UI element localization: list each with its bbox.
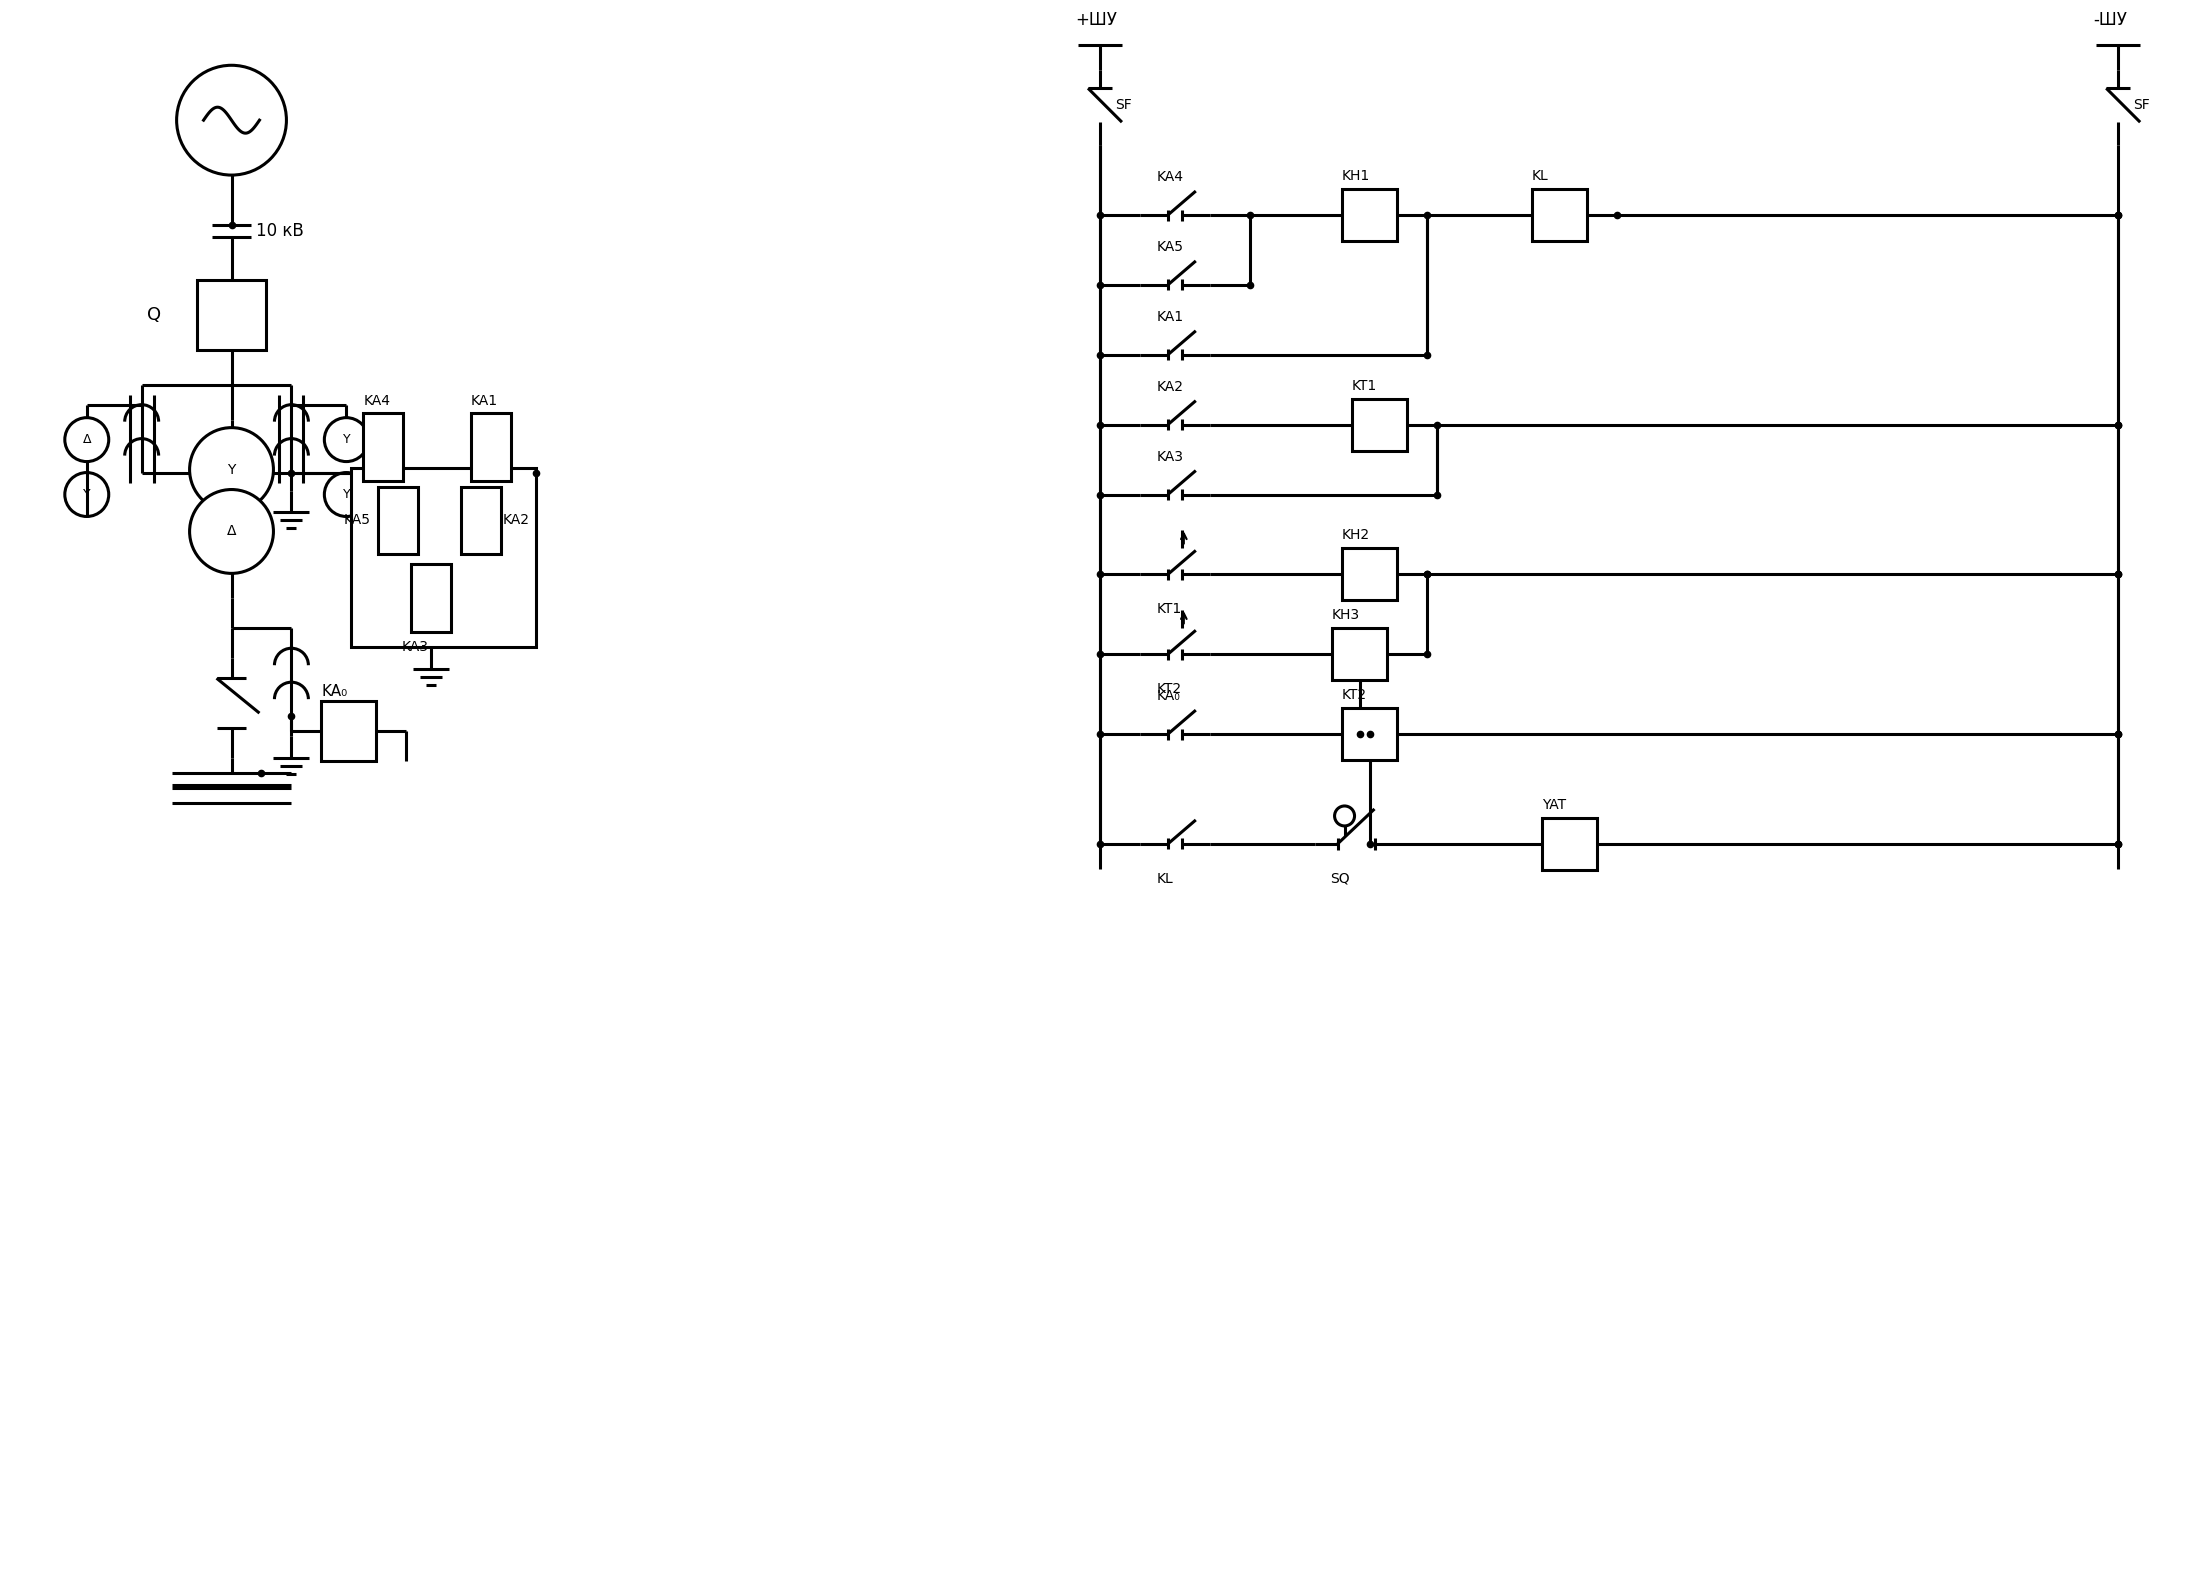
Bar bbox=[378, 486, 418, 554]
Circle shape bbox=[324, 418, 367, 461]
Text: Δ: Δ bbox=[227, 524, 236, 538]
Bar bbox=[472, 412, 512, 480]
Bar bbox=[321, 701, 376, 761]
Text: KA₀: KA₀ bbox=[1156, 688, 1180, 703]
Text: 10 кВ: 10 кВ bbox=[256, 223, 304, 240]
Bar bbox=[1541, 818, 1596, 870]
Bar bbox=[197, 279, 267, 351]
Text: KT2: KT2 bbox=[1156, 682, 1183, 696]
Text: Y: Y bbox=[83, 488, 90, 501]
Text: Δ: Δ bbox=[83, 433, 92, 447]
Text: Y: Y bbox=[343, 433, 350, 447]
Text: +ШУ: +ШУ bbox=[1076, 11, 1117, 30]
Text: KH2: KH2 bbox=[1342, 529, 1371, 543]
Bar bbox=[363, 412, 402, 480]
Text: SQ: SQ bbox=[1329, 872, 1349, 886]
Circle shape bbox=[324, 472, 367, 516]
Circle shape bbox=[190, 489, 273, 573]
Text: KA1: KA1 bbox=[1156, 309, 1185, 324]
Text: KA4: KA4 bbox=[363, 393, 391, 407]
Bar bbox=[1353, 398, 1408, 450]
Text: KA3: KA3 bbox=[402, 639, 428, 654]
Text: KA5: KA5 bbox=[343, 513, 369, 527]
Text: KT1: KT1 bbox=[1156, 602, 1183, 616]
Text: KA2: KA2 bbox=[503, 513, 529, 527]
Circle shape bbox=[66, 418, 109, 461]
Text: YAT: YAT bbox=[1541, 797, 1565, 812]
Bar bbox=[411, 564, 450, 632]
Circle shape bbox=[66, 472, 109, 516]
Text: KL: KL bbox=[1156, 872, 1174, 886]
Circle shape bbox=[190, 428, 273, 512]
Text: KL: KL bbox=[1532, 169, 1548, 183]
Text: SF: SF bbox=[1115, 98, 1132, 112]
Text: Q: Q bbox=[146, 306, 162, 324]
Text: KA3: KA3 bbox=[1156, 450, 1185, 464]
Text: Y: Y bbox=[227, 463, 236, 477]
Circle shape bbox=[177, 65, 286, 175]
Text: KA4: KA4 bbox=[1156, 171, 1185, 185]
Text: KA5: KA5 bbox=[1156, 240, 1185, 254]
Bar bbox=[1342, 707, 1397, 759]
Bar bbox=[1331, 628, 1386, 681]
Text: Y: Y bbox=[343, 488, 350, 501]
Text: KT2: KT2 bbox=[1342, 688, 1366, 703]
Bar bbox=[1342, 189, 1397, 242]
Bar bbox=[461, 486, 501, 554]
Bar bbox=[1342, 548, 1397, 600]
Text: KA1: KA1 bbox=[472, 393, 498, 407]
Text: KA₀: KA₀ bbox=[321, 684, 348, 698]
Text: KA2: KA2 bbox=[1156, 379, 1185, 393]
Bar bbox=[1532, 189, 1587, 242]
Text: SF: SF bbox=[2134, 98, 2149, 112]
Circle shape bbox=[1336, 805, 1355, 826]
Bar bbox=[352, 467, 536, 647]
Text: KT1: KT1 bbox=[1353, 379, 1377, 393]
Text: -ШУ: -ШУ bbox=[2094, 11, 2127, 30]
Text: KH3: KH3 bbox=[1331, 608, 1360, 622]
Text: KH1: KH1 bbox=[1342, 169, 1371, 183]
